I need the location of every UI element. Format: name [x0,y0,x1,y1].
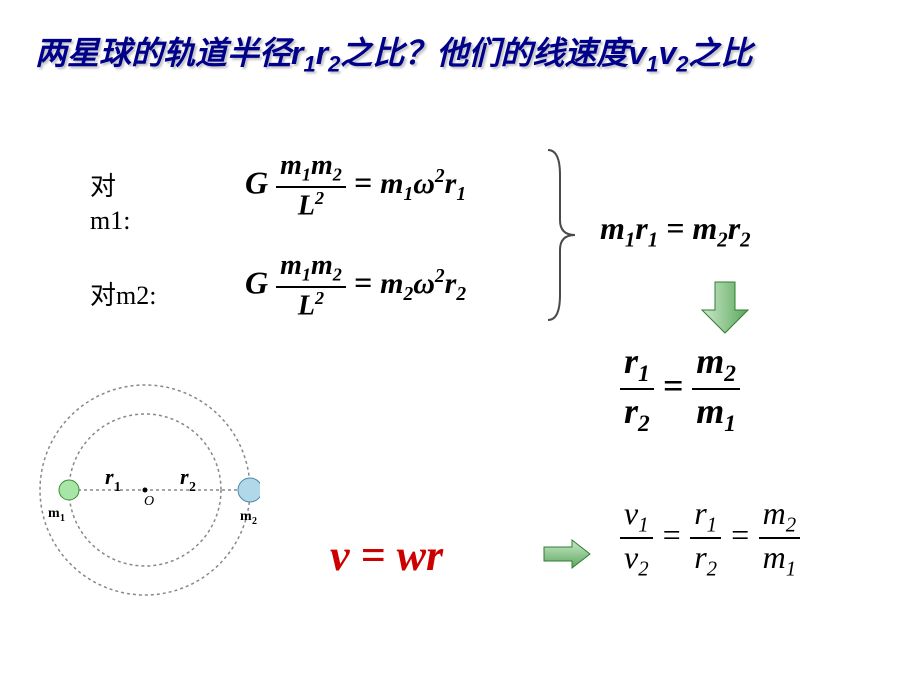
orbit-diagram: r 1 r 2 O m 1 m 2 [30,375,260,605]
svg-text:O: O [144,494,154,509]
svg-text:r: r [105,464,114,489]
title-text: 两星球的轨道半径r [35,35,303,71]
eq-var: G [245,264,268,300]
equation-1: G m1m2 L2 = m1ω2r1 [245,150,466,222]
eq-equals: = [354,264,380,300]
equation-4: r1 r2 = m2 m1 [620,340,740,438]
arrow-right-icon [542,538,592,570]
eq-equals: = [663,365,693,405]
svg-text:2: 2 [189,480,196,495]
title-sub: 1 [646,51,658,76]
svg-text:2: 2 [252,516,257,527]
svg-text:1: 1 [114,480,121,495]
title-text: v [658,35,676,71]
brace-icon [540,145,580,325]
equation-5: v = wr [330,530,443,581]
label-text: 对m2: [90,281,156,310]
arrow-down-icon [700,280,750,335]
page-title: 两星球的轨道半径r1r2之比？他们的线速度v1v2之比 [35,28,753,77]
svg-text:m: m [48,506,60,521]
title-sub: 1 [303,51,315,76]
eq-text: v = wr [330,531,443,580]
label-text: m1: [90,206,130,235]
eq-equals: = [354,164,380,200]
equation-2: G m1m2 L2 = m2ω2r2 [245,250,466,322]
label-m1: 对 m1: [90,170,130,238]
label-m2: 对m2: [90,275,156,312]
eq-equals: = [661,517,691,553]
eq-var: G [245,164,268,200]
label-text: 对 [90,172,116,201]
svg-text:r: r [180,464,189,489]
equation-6: v1 v2 = r1 r2 = m2 m1 [620,495,800,582]
title-text: 之比 [689,35,753,71]
equation-3: m1r1 = m2r2 [600,210,751,252]
svg-text:1: 1 [60,513,65,524]
eq-equals: = [729,517,759,553]
title-sub: 2 [676,51,688,76]
title-text: 之比？他们的线速度v [340,35,646,71]
title-text: r [316,35,328,71]
svg-text:m: m [240,509,252,524]
title-sub: 2 [328,51,340,76]
